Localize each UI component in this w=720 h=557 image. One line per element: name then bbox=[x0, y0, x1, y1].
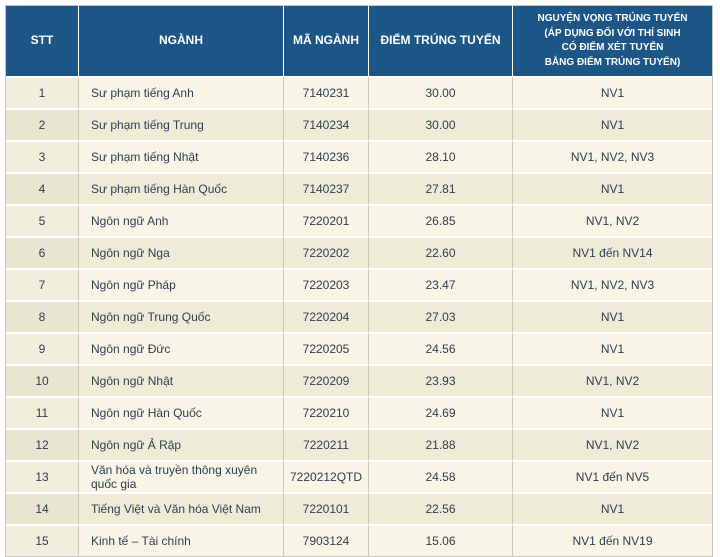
cell-nganh: Ngôn ngữ Đức bbox=[78, 332, 283, 364]
table-body: 1 Sư phạm tiếng Anh 7140231 30.00 NV1 2 … bbox=[6, 76, 712, 556]
cell-diem-trung-tuyen: 24.56 bbox=[368, 332, 512, 364]
cell-nguyen-vong: NV1 đến NV14 bbox=[512, 236, 712, 268]
cell-diem-trung-tuyen: 23.93 bbox=[368, 364, 512, 396]
cell-nguyen-vong: NV1 bbox=[512, 396, 712, 428]
table-row: 7 Ngôn ngữ Pháp 7220203 23.47 NV1, NV2, … bbox=[6, 268, 712, 300]
cell-ma-nganh: 7220101 bbox=[283, 492, 368, 524]
cell-stt: 11 bbox=[6, 396, 78, 428]
cell-nguyen-vong: NV1 bbox=[512, 172, 712, 204]
cell-nguyen-vong: NV1, NV2 bbox=[512, 364, 712, 396]
cell-nganh: Ngôn ngữ Ả Rập bbox=[78, 428, 283, 460]
admissions-table: STT NGÀNH MÃ NGÀNH ĐIỂM TRÚNG TUYỂN NGUY… bbox=[5, 5, 713, 557]
cell-ma-nganh: 7140237 bbox=[283, 172, 368, 204]
cell-stt: 3 bbox=[6, 140, 78, 172]
cell-diem-trung-tuyen: 24.58 bbox=[368, 460, 512, 492]
cell-ma-nganh: 7220201 bbox=[283, 204, 368, 236]
table-row: 6 Ngôn ngữ Nga 7220202 22.60 NV1 đến NV1… bbox=[6, 236, 712, 268]
cell-nguyen-vong: NV1 bbox=[512, 300, 712, 332]
header-cell-stt: STT bbox=[6, 6, 78, 76]
cell-stt: 10 bbox=[6, 364, 78, 396]
cell-nganh: Sư phạm tiếng Nhật bbox=[78, 140, 283, 172]
table-row: 9 Ngôn ngữ Đức 7220205 24.56 NV1 bbox=[6, 332, 712, 364]
cell-nganh: Ngôn ngữ Hàn Quốc bbox=[78, 396, 283, 428]
cell-nguyen-vong: NV1 bbox=[512, 76, 712, 108]
table-row: 1 Sư phạm tiếng Anh 7140231 30.00 NV1 bbox=[6, 76, 712, 108]
cell-nguyen-vong: NV1, NV2 bbox=[512, 204, 712, 236]
cell-stt: 14 bbox=[6, 492, 78, 524]
cell-stt: 6 bbox=[6, 236, 78, 268]
cell-nguyen-vong: NV1, NV2, NV3 bbox=[512, 268, 712, 300]
table-row: 3 Sư phạm tiếng Nhật 7140236 28.10 NV1, … bbox=[6, 140, 712, 172]
cell-diem-trung-tuyen: 30.00 bbox=[368, 76, 512, 108]
cell-nganh: Kinh tế – Tài chính bbox=[78, 524, 283, 556]
cell-nguyen-vong: NV1 đến NV5 bbox=[512, 460, 712, 492]
cell-ma-nganh: 7220212QTD bbox=[283, 460, 368, 492]
cell-nguyen-vong: NV1 bbox=[512, 108, 712, 140]
cell-diem-trung-tuyen: 22.60 bbox=[368, 236, 512, 268]
cell-ma-nganh: 7220205 bbox=[283, 332, 368, 364]
cell-nganh: Tiếng Việt và Văn hóa Việt Nam bbox=[78, 492, 283, 524]
cell-diem-trung-tuyen: 27.03 bbox=[368, 300, 512, 332]
table-row: 5 Ngôn ngữ Anh 7220201 26.85 NV1, NV2 bbox=[6, 204, 712, 236]
cell-nguyen-vong: NV1 đến NV19 bbox=[512, 524, 712, 556]
table-row: 2 Sư phạm tiếng Trung 7140234 30.00 NV1 bbox=[6, 108, 712, 140]
table-row: 14 Tiếng Việt và Văn hóa Việt Nam 722010… bbox=[6, 492, 712, 524]
cell-nguyen-vong: NV1 bbox=[512, 492, 712, 524]
table-row: 4 Sư phạm tiếng Hàn Quốc 7140237 27.81 N… bbox=[6, 172, 712, 204]
cell-ma-nganh: 7140236 bbox=[283, 140, 368, 172]
cell-ma-nganh: 7903124 bbox=[283, 524, 368, 556]
cell-ma-nganh: 7220211 bbox=[283, 428, 368, 460]
cell-nganh: Văn hóa và truyền thông xuyên quốc gia bbox=[78, 460, 283, 492]
cell-nganh: Ngôn ngữ Pháp bbox=[78, 268, 283, 300]
cell-diem-trung-tuyen: 23.47 bbox=[368, 268, 512, 300]
header-cell-diem-trung-tuyen: ĐIỂM TRÚNG TUYỂN bbox=[368, 6, 512, 76]
cell-diem-trung-tuyen: 30.00 bbox=[368, 108, 512, 140]
cell-stt: 13 bbox=[6, 460, 78, 492]
cell-stt: 8 bbox=[6, 300, 78, 332]
cell-ma-nganh: 7220203 bbox=[283, 268, 368, 300]
cell-stt: 5 bbox=[6, 204, 78, 236]
cell-nganh: Sư phạm tiếng Hàn Quốc bbox=[78, 172, 283, 204]
cell-stt: 1 bbox=[6, 76, 78, 108]
cell-nganh: Ngôn ngữ Nhật bbox=[78, 364, 283, 396]
cell-nganh: Ngôn ngữ Anh bbox=[78, 204, 283, 236]
cell-ma-nganh: 7140231 bbox=[283, 76, 368, 108]
cell-diem-trung-tuyen: 22.56 bbox=[368, 492, 512, 524]
cell-diem-trung-tuyen: 26.85 bbox=[368, 204, 512, 236]
table-row: 8 Ngôn ngữ Trung Quốc 7220204 27.03 NV1 bbox=[6, 300, 712, 332]
cell-stt: 15 bbox=[6, 524, 78, 556]
cell-nganh: Sư phạm tiếng Trung bbox=[78, 108, 283, 140]
table-row: 15 Kinh tế – Tài chính 7903124 15.06 NV1… bbox=[6, 524, 712, 556]
cell-diem-trung-tuyen: 15.06 bbox=[368, 524, 512, 556]
cell-stt: 12 bbox=[6, 428, 78, 460]
header-cell-nganh: NGÀNH bbox=[78, 6, 283, 76]
table-row: 10 Ngôn ngữ Nhật 7220209 23.93 NV1, NV2 bbox=[6, 364, 712, 396]
header-cell-ma-nganh: MÃ NGÀNH bbox=[283, 6, 368, 76]
cell-stt: 2 bbox=[6, 108, 78, 140]
cell-nguyen-vong: NV1, NV2, NV3 bbox=[512, 140, 712, 172]
cell-stt: 7 bbox=[6, 268, 78, 300]
cell-diem-trung-tuyen: 27.81 bbox=[368, 172, 512, 204]
cell-stt: 9 bbox=[6, 332, 78, 364]
cell-nganh: Ngôn ngữ Nga bbox=[78, 236, 283, 268]
cell-diem-trung-tuyen: 28.10 bbox=[368, 140, 512, 172]
cell-ma-nganh: 7140234 bbox=[283, 108, 368, 140]
cell-diem-trung-tuyen: 21.88 bbox=[368, 428, 512, 460]
header-cell-nguyen-vong: NGUYỆN VỌNG TRÚNG TUYỂN (ÁP DỤNG ĐỐI VỚI… bbox=[512, 6, 712, 76]
cell-nguyen-vong: NV1 bbox=[512, 332, 712, 364]
cell-nganh: Ngôn ngữ Trung Quốc bbox=[78, 300, 283, 332]
table-header-row: STT NGÀNH MÃ NGÀNH ĐIỂM TRÚNG TUYỂN NGUY… bbox=[6, 6, 712, 76]
cell-stt: 4 bbox=[6, 172, 78, 204]
cell-ma-nganh: 7220209 bbox=[283, 364, 368, 396]
table-row: 13 Văn hóa và truyền thông xuyên quốc gi… bbox=[6, 460, 712, 492]
table-row: 11 Ngôn ngữ Hàn Quốc 7220210 24.69 NV1 bbox=[6, 396, 712, 428]
admissions-table-container: STT NGÀNH MÃ NGÀNH ĐIỂM TRÚNG TUYỂN NGUY… bbox=[5, 5, 713, 557]
cell-ma-nganh: 7220210 bbox=[283, 396, 368, 428]
cell-nganh: Sư phạm tiếng Anh bbox=[78, 76, 283, 108]
table-row: 12 Ngôn ngữ Ả Rập 7220211 21.88 NV1, NV2 bbox=[6, 428, 712, 460]
cell-ma-nganh: 7220204 bbox=[283, 300, 368, 332]
cell-diem-trung-tuyen: 24.69 bbox=[368, 396, 512, 428]
cell-nguyen-vong: NV1, NV2 bbox=[512, 428, 712, 460]
cell-ma-nganh: 7220202 bbox=[283, 236, 368, 268]
